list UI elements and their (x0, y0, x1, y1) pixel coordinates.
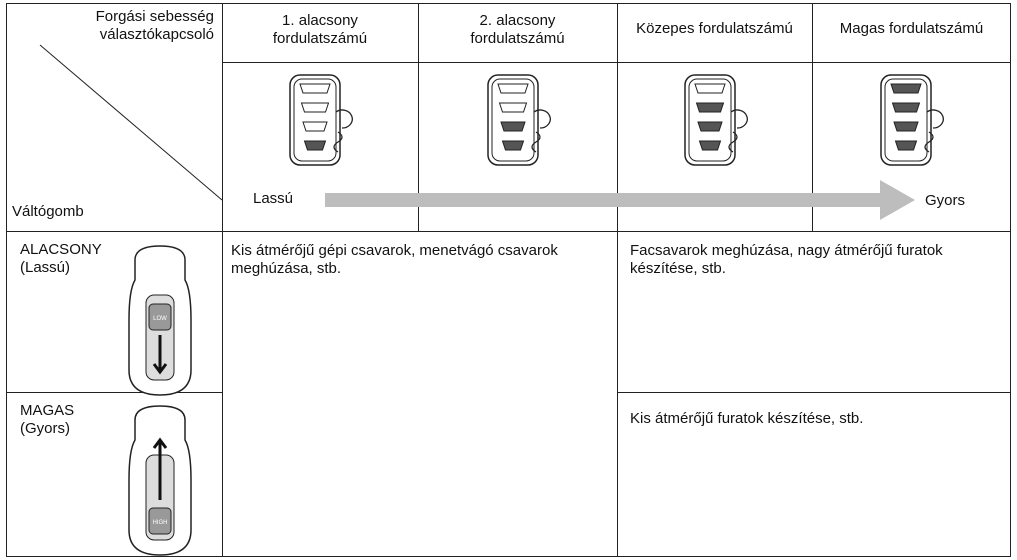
indicator-frame (880, 74, 932, 166)
indicator-frame (289, 74, 341, 166)
drill-button-text: LOW (153, 316, 167, 322)
rotation-symbol (333, 109, 353, 153)
row-label: ALACSONY (20, 241, 102, 258)
row-label: MAGAS (20, 402, 75, 419)
speed-indicator (684, 74, 748, 166)
shift-arrow (152, 437, 168, 500)
row-sublabel: (Lassú) (20, 259, 71, 276)
indicator-bar (890, 83, 922, 94)
indicator-frame-inner (491, 78, 535, 162)
speed-indicator (289, 74, 353, 166)
indicator-bar (299, 83, 331, 94)
indicator-bar (893, 121, 919, 132)
column-header: 2. alacsony fordulatszámú (470, 12, 565, 47)
indicator-bar (498, 102, 528, 113)
row-sublabel: (Gyors) (20, 420, 70, 437)
indicator-bar (695, 102, 725, 113)
speed-indicator (487, 74, 551, 166)
shift-arrow (152, 335, 168, 375)
indicator-bar (697, 121, 723, 132)
corner-bottom: Váltógomb (12, 203, 84, 220)
indicator-frame (684, 74, 736, 166)
drill-image: LOW (128, 245, 192, 396)
rotation-symbol (531, 109, 551, 153)
indicator-bar (303, 140, 327, 151)
speed-arrow (325, 180, 915, 220)
drill-button (148, 303, 172, 331)
use-text: Kis átmérőjű gépi csavarok, menetvágó cs… (231, 242, 558, 277)
indicator-frame-inner (293, 78, 337, 162)
indicator-frame (487, 74, 539, 166)
indicator-bar (891, 102, 921, 113)
indicator-bar (302, 121, 328, 132)
rotation-symbol (728, 109, 748, 153)
column-header: 1. alacsony fordulatszámú (272, 12, 368, 47)
column-header: Magas fordulatszámú (839, 20, 984, 37)
speed-indicator (880, 74, 944, 166)
indicator-frame-inner (884, 78, 928, 162)
use-text: Facsavarok meghúzása, nagy átmérőjű fura… (630, 242, 943, 277)
indicator-bar (500, 121, 526, 132)
indicator-frame-inner (688, 78, 732, 162)
indicator-bar (497, 83, 529, 94)
indicator-bar (698, 140, 722, 151)
indicator-bar (894, 140, 918, 151)
arrow-start: Lassú (253, 190, 294, 207)
corner-top: Forgási sebesség választókapcsoló (95, 8, 214, 43)
drill-button-text: HIGH (153, 520, 168, 526)
indicator-bar (300, 102, 330, 113)
use-text: Kis átmérőjű furatok készítése, stb. (630, 410, 864, 427)
rotation-symbol (924, 109, 944, 153)
drill-button (148, 507, 172, 535)
drill-image: HIGH (128, 405, 192, 556)
arrow-end: Gyors (925, 192, 966, 209)
indicator-bar (694, 83, 726, 94)
column-header: Közepes fordulatszámú (636, 20, 793, 37)
indicator-bar (501, 140, 525, 151)
